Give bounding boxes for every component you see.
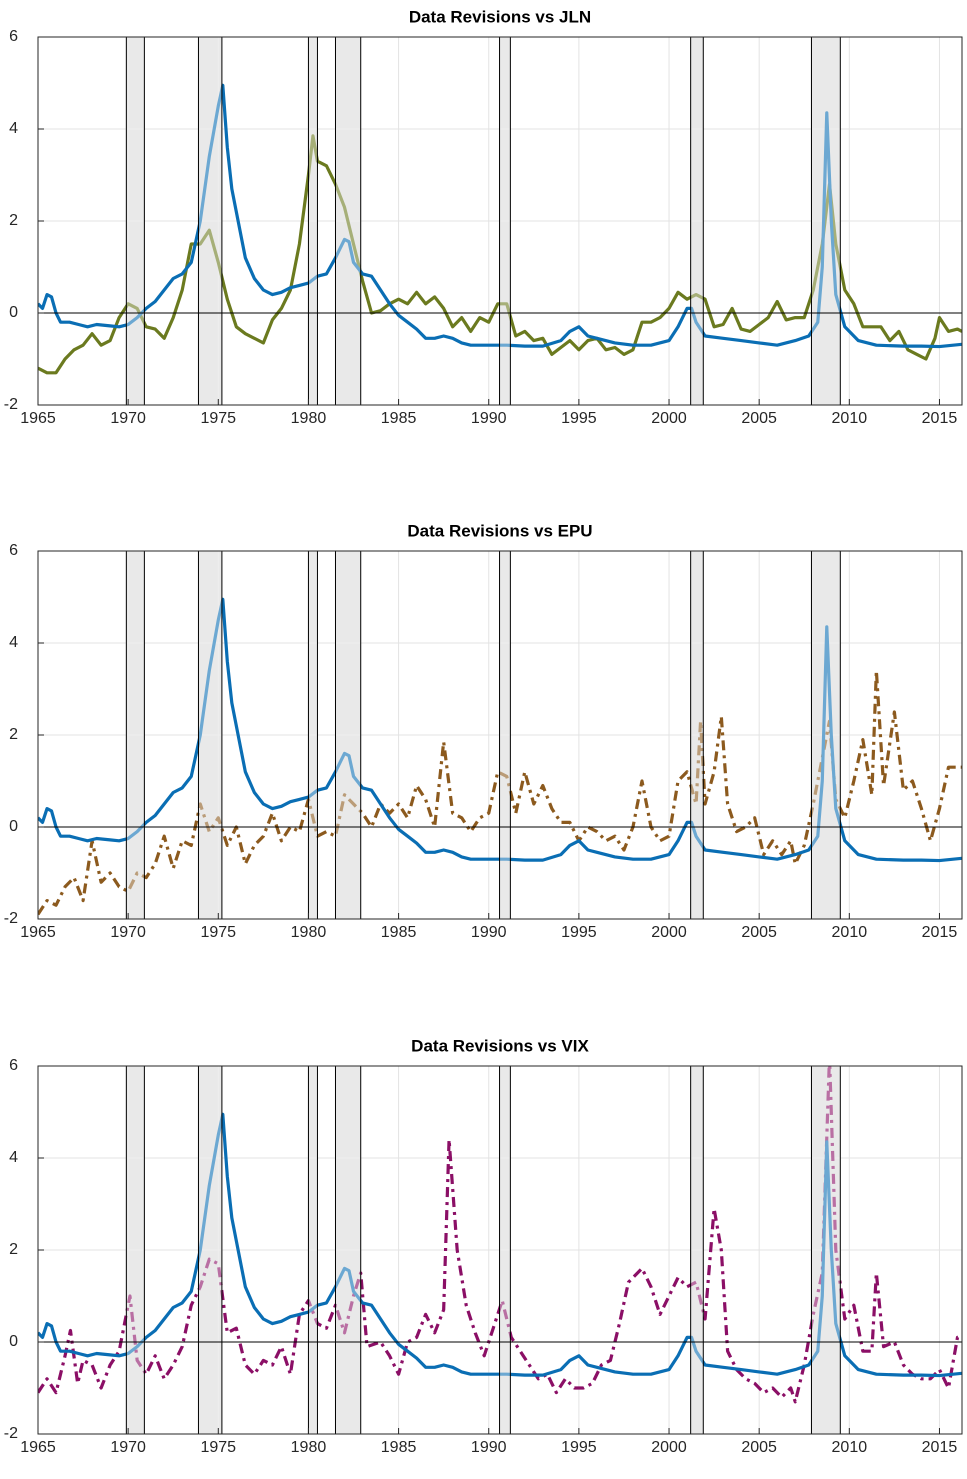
y-tick-label: -2	[4, 1425, 18, 1442]
recession-overlay	[307, 1065, 318, 1435]
recession-overlay	[307, 550, 318, 920]
recession-overlay	[499, 36, 511, 406]
y-tick-label: -2	[4, 910, 18, 927]
recession-overlay	[690, 36, 704, 406]
x-tick-label: 2010	[832, 1439, 868, 1456]
x-tick-label: 1990	[471, 1439, 507, 1456]
y-tick-label: 2	[9, 212, 18, 229]
x-tick-label: 1995	[561, 924, 597, 941]
recession-overlay	[690, 1065, 704, 1435]
subplot: Data Revisions vs JLN 1965 1970 1975 1980 198…	[4, 7, 963, 427]
series-group	[38, 597, 962, 916]
recession-overlay	[810, 1065, 841, 1435]
recession-overlay	[307, 36, 318, 406]
y-tick-label: 0	[9, 304, 18, 321]
recession-overlay	[334, 1065, 362, 1435]
series-group	[38, 83, 962, 375]
y-tick-label: 4	[9, 120, 18, 137]
y-tick-label: 2	[9, 726, 18, 743]
y-tick-label: 6	[9, 1057, 18, 1074]
subplot: Data Revisions vs EPU 1965 1970 1975 1980 198…	[4, 521, 963, 941]
x-tick-label: 1980	[291, 924, 327, 941]
series-line	[38, 597, 962, 863]
recession-overlay	[125, 36, 145, 406]
x-tick-label: 1965	[20, 410, 56, 427]
recession-overlay	[690, 550, 704, 920]
x-tick-label: 1985	[381, 924, 417, 941]
recession-overlay	[499, 1065, 511, 1435]
recession-overlay	[197, 550, 223, 920]
x-tick-label: 1970	[110, 1439, 146, 1456]
recession-overlay	[125, 550, 145, 920]
x-tick-label: 1980	[291, 1439, 327, 1456]
chart-title: Data Revisions vs VIX	[411, 1036, 589, 1055]
recession-overlay	[197, 1065, 223, 1435]
x-tick-label: 2015	[922, 410, 958, 427]
x-tick-label: 1995	[561, 1439, 597, 1456]
series-line	[38, 1066, 962, 1404]
series-group	[38, 1066, 962, 1404]
x-tick-label: 2005	[741, 924, 777, 941]
x-tick-label: 2010	[832, 410, 868, 427]
x-tick-label: 2010	[832, 924, 868, 941]
y-tick-label: 6	[9, 542, 18, 559]
x-tick-label: 1995	[561, 410, 597, 427]
y-tick-label: -2	[4, 396, 18, 413]
series-line	[38, 669, 962, 916]
x-tick-label: 2000	[651, 1439, 687, 1456]
x-tick-label: 1985	[381, 410, 417, 427]
y-tick-label: 0	[9, 1333, 18, 1350]
recession-overlay	[499, 550, 511, 920]
chart-title: Data Revisions vs EPU	[407, 521, 592, 540]
chart-title: Data Revisions vs JLN	[409, 7, 591, 26]
x-tick-label: 2005	[741, 410, 777, 427]
y-tick-label: 6	[9, 28, 18, 45]
series-line	[38, 1112, 962, 1378]
x-tick-label: 1965	[20, 924, 56, 941]
recession-overlay	[125, 1065, 145, 1435]
x-tick-label: 1970	[110, 924, 146, 941]
x-tick-label: 1975	[200, 1439, 236, 1456]
recession-overlay	[810, 550, 841, 920]
x-tick-label: 2015	[922, 1439, 958, 1456]
y-tick-label: 4	[9, 634, 18, 651]
x-tick-label: 2015	[922, 924, 958, 941]
x-tick-label: 1985	[381, 1439, 417, 1456]
y-tick-label: 2	[9, 1241, 18, 1258]
subplot: Data Revisions vs VIX 1965 1970 1975 1980 198…	[4, 1036, 963, 1456]
x-tick-label: 2000	[651, 410, 687, 427]
y-tick-label: 4	[9, 1149, 18, 1166]
recession-overlay	[334, 36, 362, 406]
x-tick-label: 1990	[471, 410, 507, 427]
x-tick-label: 1970	[110, 410, 146, 427]
x-tick-label: 2005	[741, 1439, 777, 1456]
x-tick-label: 1965	[20, 1439, 56, 1456]
y-tick-label: 0	[9, 818, 18, 835]
recession-overlay	[810, 36, 841, 406]
recession-overlay	[197, 36, 223, 406]
x-tick-label: 1980	[291, 410, 327, 427]
recession-overlay	[334, 550, 362, 920]
x-tick-label: 2000	[651, 924, 687, 941]
x-tick-label: 1975	[200, 410, 236, 427]
series-line	[38, 83, 962, 349]
x-tick-label: 1975	[200, 924, 236, 941]
x-tick-label: 1990	[471, 924, 507, 941]
